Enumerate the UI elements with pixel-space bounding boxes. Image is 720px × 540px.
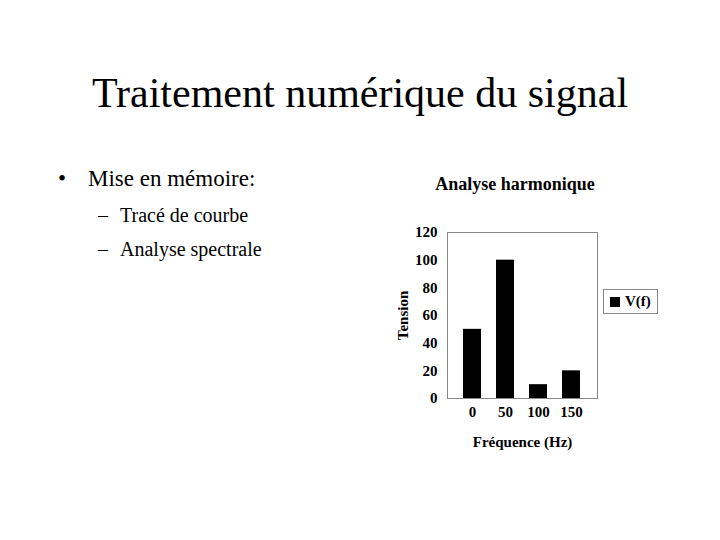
html-text:Analyse spectrale: Analyse spectrale bbox=[120, 238, 262, 260]
svg-text:150: 150 bbox=[560, 404, 583, 420]
svg-text:100: 100 bbox=[527, 404, 550, 420]
html-text:V(f): V(f) bbox=[625, 293, 651, 309]
svg-text:0: 0 bbox=[430, 390, 438, 406]
svg-text:Fréquence (Hz): Fréquence (Hz) bbox=[473, 434, 573, 451]
svg-text:50: 50 bbox=[498, 404, 513, 420]
html-text:Analyse harmonique: Analyse harmonique bbox=[435, 174, 595, 194]
svg-text:60: 60 bbox=[423, 307, 438, 323]
html-text:Tracé de courbe: Tracé de courbe bbox=[120, 204, 249, 226]
svg-text:80: 80 bbox=[423, 280, 438, 296]
svg-text:Tension: Tension bbox=[395, 290, 411, 340]
svg-text:100: 100 bbox=[415, 252, 438, 268]
svg-text:120: 120 bbox=[415, 224, 438, 240]
html-text:Traitement numérique du signal: Traitement numérique du signal bbox=[91, 70, 629, 116]
html-text:Mise en mémoire:: Mise en mémoire: bbox=[88, 166, 256, 191]
svg-text:20: 20 bbox=[423, 363, 438, 379]
svg-text:40: 40 bbox=[423, 335, 438, 351]
svg-text:0: 0 bbox=[469, 404, 477, 420]
